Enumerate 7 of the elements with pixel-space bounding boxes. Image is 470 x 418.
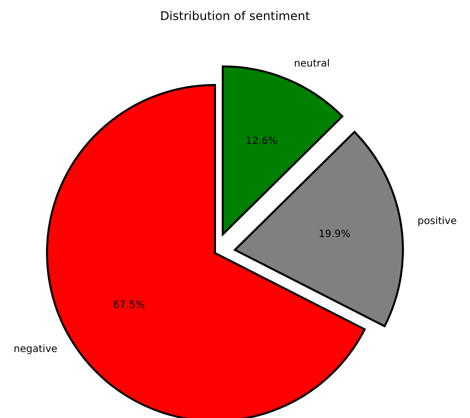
data-label: 19.9%: [318, 228, 350, 240]
data-label: 12.6%: [246, 136, 278, 147]
slice-label: negative: [14, 344, 58, 356]
slice-label: positive: [418, 216, 457, 228]
chart-title: Distribution of sentiment: [159, 8, 311, 24]
slice-label: neutral: [294, 58, 330, 70]
data-label: 67.5%: [113, 300, 145, 312]
